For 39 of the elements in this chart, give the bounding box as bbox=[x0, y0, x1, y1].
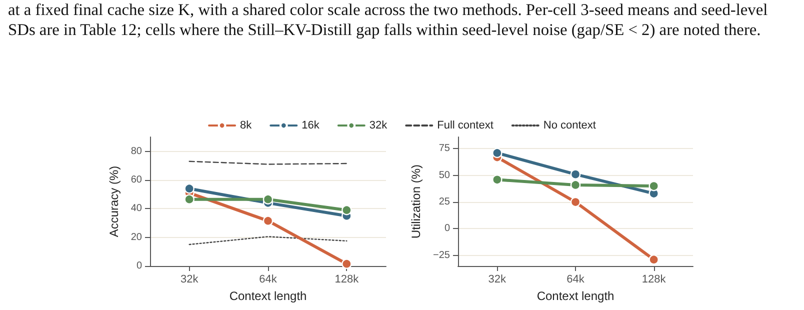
y-tick-label: 40 bbox=[130, 203, 142, 214]
point bbox=[570, 169, 581, 180]
x-axis-title: Context length bbox=[536, 289, 614, 303]
point bbox=[262, 216, 274, 226]
x-tick-label: 64k bbox=[566, 274, 585, 286]
y-tick-label: −25 bbox=[433, 250, 450, 261]
y-tick-label: 60 bbox=[130, 174, 142, 186]
legend-label: 8k bbox=[240, 120, 252, 132]
legend-label: 32k bbox=[369, 120, 388, 132]
x-tick-label: 128k bbox=[642, 274, 666, 286]
y-tick-label: 20 bbox=[130, 232, 142, 243]
y-axis-title: Accuracy (%) bbox=[107, 166, 121, 238]
point bbox=[184, 194, 194, 204]
text: at a fixed final cache size K, with a shared color scale across the two methods. Per-cell 3-seed means and seed-level SDs are in Table 12; cells where the Still–KV-Distill gap falls within seed-level noise (gap/SE < 2) are noted there. bbox=[8, 0, 769, 40]
point bbox=[184, 184, 194, 194]
legend-label: 16k bbox=[302, 120, 320, 132]
legend-label: No context bbox=[543, 120, 596, 132]
y-tick-label: 25 bbox=[438, 196, 450, 208]
y-tick-label: 80 bbox=[130, 146, 142, 157]
point bbox=[570, 180, 581, 190]
x-tick-label: 128k bbox=[334, 274, 360, 286]
y-tick-label: 50 bbox=[438, 170, 450, 181]
x-tick-label: 64k bbox=[259, 274, 278, 286]
point bbox=[262, 194, 274, 204]
x-tick-label: 32k bbox=[180, 274, 199, 286]
point bbox=[492, 148, 502, 158]
y-axis-title: Utilization (%) bbox=[409, 164, 424, 239]
point bbox=[342, 205, 352, 216]
point bbox=[570, 196, 581, 208]
point bbox=[342, 258, 352, 269]
legend-label: Full context bbox=[437, 120, 494, 132]
y-tick-label: 0 bbox=[136, 260, 142, 272]
x-tick-label: 32k bbox=[488, 274, 507, 286]
x-axis-title: Context length bbox=[229, 289, 307, 303]
y-tick-label: 75 bbox=[438, 143, 450, 154]
point bbox=[648, 254, 659, 265]
point bbox=[492, 174, 502, 185]
point bbox=[648, 180, 659, 192]
y-tick-label: 0 bbox=[444, 223, 450, 234]
